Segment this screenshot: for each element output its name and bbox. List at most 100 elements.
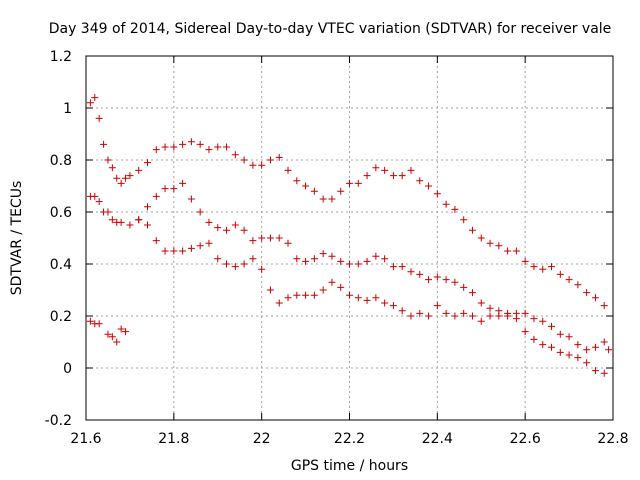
data-point — [126, 172, 134, 180]
data-point — [152, 192, 160, 200]
data-point — [328, 195, 336, 203]
data-point — [565, 351, 573, 359]
data-point — [591, 294, 599, 302]
data-point — [398, 307, 406, 315]
data-point — [104, 156, 112, 164]
x-tick-label: 22.8 — [597, 431, 628, 447]
data-point — [477, 317, 485, 325]
data-point — [354, 179, 362, 187]
data-point — [460, 216, 468, 224]
data-point — [354, 294, 362, 302]
data-point — [433, 302, 441, 310]
data-point — [95, 320, 103, 328]
data-point — [337, 257, 345, 265]
data-point — [354, 260, 362, 268]
data-point — [231, 263, 239, 271]
data-point — [126, 221, 134, 229]
data-point — [389, 302, 397, 310]
data-point — [548, 263, 556, 271]
data-points — [86, 94, 613, 377]
data-point — [574, 354, 582, 362]
data-point — [302, 257, 310, 265]
data-point — [284, 294, 292, 302]
data-point — [170, 185, 178, 193]
data-point — [442, 200, 450, 208]
data-point — [170, 143, 178, 151]
data-point — [223, 226, 231, 234]
data-point — [187, 244, 195, 252]
data-point — [328, 252, 336, 260]
data-point — [337, 187, 345, 195]
data-point — [135, 166, 143, 174]
data-point — [416, 177, 424, 185]
x-tick-label: 22 — [253, 431, 271, 447]
data-point — [108, 216, 116, 224]
data-point — [442, 309, 450, 317]
chart-title: Day 349 of 2014, Sidereal Day-to-day VTE… — [49, 21, 612, 37]
data-point — [302, 182, 310, 190]
data-point — [275, 153, 283, 161]
data-point — [117, 325, 125, 333]
data-point — [407, 166, 415, 174]
x-tick-label: 22.6 — [510, 431, 541, 447]
data-point — [556, 348, 564, 356]
data-point — [433, 190, 441, 198]
data-point — [205, 218, 213, 226]
y-axis-label: SDTVAR / TECUs — [9, 181, 25, 296]
data-point — [86, 317, 94, 325]
data-point — [389, 263, 397, 271]
data-point — [346, 179, 353, 187]
data-point — [231, 221, 239, 229]
data-point — [319, 286, 327, 294]
y-tick-label: 0.6 — [50, 205, 72, 221]
data-point — [337, 283, 345, 291]
data-point — [95, 114, 103, 122]
data-point — [104, 330, 112, 338]
data-point — [275, 234, 283, 242]
y-tick-label: -0.2 — [45, 413, 72, 429]
data-point — [187, 195, 195, 203]
data-point — [187, 138, 195, 146]
data-point — [258, 161, 266, 169]
data-point — [258, 265, 266, 273]
data-point — [143, 203, 151, 211]
y-tick-labels: -0.2 0 0.2 0.4 0.6 0.8 1 1.2 — [45, 49, 72, 429]
data-point — [310, 291, 318, 299]
data-point — [319, 250, 327, 258]
data-point — [574, 341, 582, 349]
data-point — [583, 346, 591, 354]
data-point — [275, 299, 283, 307]
data-point — [152, 237, 160, 245]
data-point — [451, 205, 459, 213]
data-point — [108, 333, 116, 341]
grid-lines — [86, 56, 613, 420]
data-point — [214, 255, 222, 263]
data-point — [179, 140, 187, 148]
data-point — [477, 299, 485, 307]
data-point — [310, 187, 318, 195]
data-point — [104, 208, 112, 216]
data-point — [512, 247, 520, 255]
data-point — [293, 255, 301, 263]
data-point — [521, 257, 529, 265]
data-point — [293, 291, 301, 299]
data-point — [539, 341, 547, 349]
x-tick-label: 22.4 — [422, 431, 453, 447]
data-point — [556, 330, 564, 338]
data-point — [284, 166, 292, 174]
data-point — [310, 255, 318, 263]
data-point — [504, 247, 512, 255]
data-point — [460, 309, 468, 317]
data-point — [346, 260, 353, 268]
data-point — [113, 174, 121, 182]
data-point — [319, 195, 327, 203]
data-point — [95, 198, 103, 206]
data-point — [451, 312, 459, 320]
data-point — [539, 317, 547, 325]
data-point — [583, 289, 591, 297]
data-point — [442, 276, 450, 284]
data-point — [122, 328, 130, 336]
data-point — [583, 359, 591, 367]
data-point — [530, 315, 538, 323]
